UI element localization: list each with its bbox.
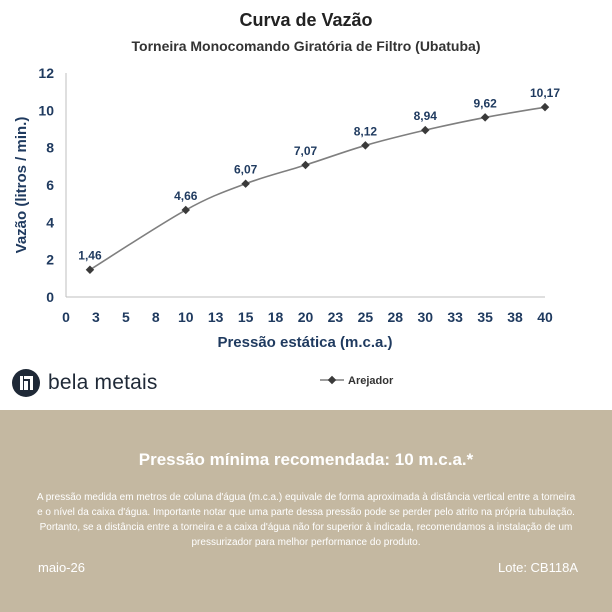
x-tick-label: 25 [358,309,374,325]
bela-metais-logo-icon [12,369,40,397]
info-date: maio-26 [38,560,85,575]
x-tick-label: 18 [268,309,284,325]
info-heading: Pressão mínima recomendada: 10 m.c.a.* [138,450,474,469]
x-tick-label: 20 [298,309,314,325]
y-tick-label: 8 [46,140,54,156]
data-label: 10,17 [530,86,560,100]
chart-subtitle: Torneira Monocomando Giratória de Filtro… [131,38,481,54]
brand: bela metais [12,368,158,398]
y-tick-label: 4 [46,214,54,230]
y-axis-label: Vazão (litros / min.) [13,117,30,254]
data-label: 8,12 [354,124,378,138]
x-tick-label: 13 [208,309,224,325]
y-tick-label: 2 [46,252,54,268]
x-tick-label: 10 [178,309,194,325]
x-tick-label: 3 [92,309,100,325]
data-label: 7,07 [294,144,318,158]
data-point [361,141,370,150]
x-tick-label: 35 [477,309,493,325]
data-point [85,265,95,274]
data-label: 1,46 [78,249,102,263]
info-body-text: A pressão medida em metros de coluna d'á… [36,492,576,548]
data-point [181,205,190,215]
x-tick-label: 23 [328,309,344,325]
y-tick-label: 6 [46,177,54,193]
data-label: 8,94 [414,109,438,123]
brand-name: bela metais [48,371,158,394]
legend-marker-arejador [327,375,337,385]
data-label: 4,66 [174,189,198,203]
legend: Arejador [320,375,394,387]
x-tick-label: 40 [537,309,553,325]
info-panel: Pressão mínima recomendada: 10 m.c.a.* A… [0,410,612,612]
x-tick-label: 33 [447,309,463,325]
chart-title: Curva de Vazão [239,10,373,30]
x-tick-label: 8 [152,309,160,325]
x-tick-label: 28 [388,309,404,325]
data-point [421,125,430,135]
y-tick-label: 12 [38,65,54,81]
legend-label-arejador: Arejador [348,375,394,387]
data-point [241,179,250,188]
y-tick-label: 0 [46,289,54,305]
data-label: 9,62 [473,96,497,110]
series-line-arejador [89,106,546,271]
info-lot: Lote: CB118A [498,560,578,575]
data-point [301,160,310,170]
data-point [480,113,490,122]
x-tick-label: 5 [122,309,130,325]
x-tick-label: 0 [62,309,70,325]
x-axis-label: Pressão estática (m.c.a.) [217,334,392,351]
x-tick-label: 38 [507,309,523,325]
data-point [540,102,550,112]
y-tick-label: 10 [38,102,54,118]
x-tick-label: 30 [417,309,433,325]
x-tick-label: 15 [238,309,254,325]
data-label: 6,07 [234,163,258,177]
